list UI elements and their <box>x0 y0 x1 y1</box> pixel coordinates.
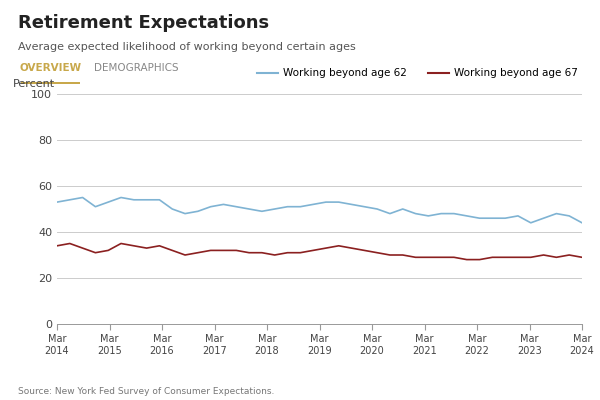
Text: Percent: Percent <box>13 80 55 90</box>
FancyBboxPatch shape <box>21 56 80 82</box>
Bar <box>21 82 80 84</box>
Legend: Working beyond age 62, Working beyond age 67: Working beyond age 62, Working beyond ag… <box>253 64 582 82</box>
Text: Source: New York Fed Survey of Consumer Expectations.: Source: New York Fed Survey of Consumer … <box>18 387 274 396</box>
Text: OVERVIEW: OVERVIEW <box>20 63 82 73</box>
Text: Average expected likelihood of working beyond certain ages: Average expected likelihood of working b… <box>18 42 356 52</box>
Text: DEMOGRAPHICS: DEMOGRAPHICS <box>94 63 179 73</box>
Text: Retirement Expectations: Retirement Expectations <box>18 14 269 32</box>
